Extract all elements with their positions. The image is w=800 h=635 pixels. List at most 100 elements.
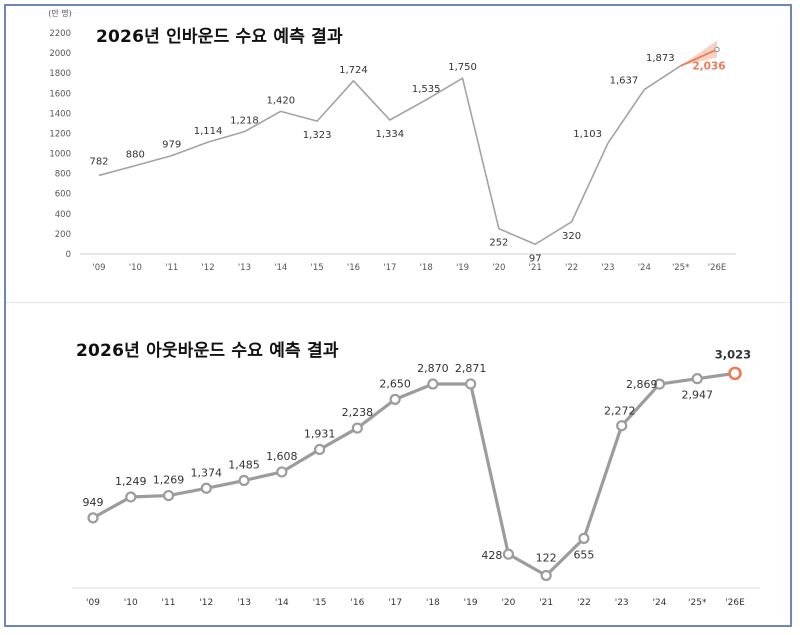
outbound-data-label: 1,269	[153, 474, 185, 487]
inbound-data-label: 2,036	[692, 60, 725, 72]
inbound-y-tick-label: 400	[55, 210, 71, 220]
inbound-x-tick-label: '14	[274, 263, 287, 273]
inbound-data-label: 1,323	[303, 130, 332, 141]
inbound-x-tick-label: '10	[129, 263, 142, 273]
outbound-x-tick-label: '11	[162, 598, 176, 608]
outbound-x-tick-label: '09	[86, 598, 100, 608]
inbound-x-tick-label: '20	[492, 263, 505, 273]
inbound-y-tick-label: 1400	[49, 109, 71, 119]
outbound-data-label: 2,947	[681, 389, 713, 402]
outbound-x-tick-label: '26E	[725, 598, 745, 608]
outbound-data-marker	[276, 466, 288, 478]
outbound-x-tick-label: '22	[577, 598, 591, 608]
outbound-data-label: 1,608	[266, 450, 298, 463]
outbound-data-marker	[200, 482, 212, 494]
outbound-data-label: 2,871	[455, 362, 487, 375]
outbound-data-label: 1,249	[115, 475, 147, 488]
inbound-y-tick-label: 2200	[49, 29, 71, 39]
inbound-y-tick-label: 2000	[49, 49, 71, 59]
inbound-data-label: 1,114	[194, 126, 223, 137]
inbound-y-tick-label: 1600	[49, 89, 71, 99]
outbound-x-tick-label: '13	[237, 598, 251, 608]
outbound-data-label: 1,374	[191, 466, 223, 479]
inbound-y-tick-label: 1800	[49, 69, 71, 79]
inbound-x-tick-label: '12	[201, 263, 214, 273]
outbound-data-label: 122	[536, 551, 557, 564]
inbound-x-tick-label: '21	[529, 263, 542, 273]
outbound-data-label: 949	[83, 496, 104, 509]
outbound-data-marker	[351, 422, 363, 434]
inbound-y-tick-label: 600	[55, 190, 71, 200]
inbound-data-label: 1,750	[448, 62, 477, 73]
inbound-y-tick-label: 1200	[49, 129, 71, 139]
inbound-x-tick-label: '24	[638, 263, 651, 273]
inbound-y-tick-label: 200	[55, 230, 71, 240]
outbound-data-label: 1,485	[228, 459, 260, 472]
inbound-data-label: 1,724	[339, 65, 368, 76]
outbound-x-tick-label: '17	[388, 598, 402, 608]
outbound-data-marker	[578, 532, 590, 544]
outbound-data-label: 2,272	[604, 405, 636, 418]
outbound-data-label: 428	[481, 549, 502, 562]
inbound-data-label: 1,873	[646, 53, 675, 64]
outbound-x-tick-label: '10	[124, 598, 138, 608]
inbound-y-tick-label: 1000	[49, 150, 71, 160]
inbound-data-label: 1,637	[610, 76, 639, 87]
outbound-data-label: 655	[573, 548, 594, 561]
inbound-x-tick-label: '16	[347, 263, 360, 273]
outbound-series-line	[92, 371, 736, 578]
outbound-data-marker	[389, 393, 401, 405]
inbound-series-line	[98, 65, 682, 246]
inbound-data-label: 320	[562, 231, 581, 242]
inbound-data-label: 1,218	[230, 116, 259, 127]
outbound-data-label: 1,931	[304, 427, 336, 440]
outbound-data-label: 2,869	[626, 378, 658, 391]
inbound-forecast-line	[680, 48, 718, 67]
outbound-x-tick-label: '15	[313, 598, 327, 608]
outbound-data-marker	[540, 569, 552, 582]
outbound-data-label: 2,870	[417, 362, 449, 375]
outbound-forecast-marker	[728, 366, 742, 381]
outbound-data-marker	[616, 420, 628, 432]
outbound-x-tick-label: '23	[615, 598, 629, 608]
outbound-data-marker	[238, 474, 250, 487]
inbound-data-label: 252	[489, 238, 508, 249]
figure-frame	[4, 4, 792, 627]
inbound-x-tick-label: '19	[456, 263, 469, 273]
outbound-data-marker	[87, 512, 99, 524]
inbound-chart-title: 2026년 인바운드 수요 예측 결과	[96, 27, 343, 47]
inbound-data-label: 1,103	[573, 129, 602, 140]
inbound-x-tick-label: '23	[601, 263, 614, 273]
panel-divider	[6, 302, 790, 303]
outbound-x-tick-label: '21	[539, 598, 553, 608]
outbound-x-tick-label: '19	[464, 598, 478, 608]
inbound-data-label: 1,535	[412, 84, 441, 95]
inbound-x-tick-label: '09	[92, 263, 105, 273]
inbound-x-tick-label: '11	[165, 263, 178, 273]
outbound-x-tick-label: '16	[350, 598, 364, 608]
inbound-data-label: 1,334	[376, 129, 405, 140]
outbound-data-marker	[502, 548, 515, 560]
inbound-data-label: 782	[89, 156, 108, 167]
inbound-x-tick-label: '22	[565, 263, 578, 273]
outbound-line-chart: '09 '10 '11 '12 '13 '14 '15 '16 '17 '18 '19 '20 '21 '…	[72, 347, 760, 608]
outbound-data-marker	[427, 378, 439, 390]
outbound-data-marker	[653, 378, 666, 390]
inbound-y-unit: (만 명)	[48, 8, 72, 18]
outbound-data-label: 2,238	[342, 406, 374, 419]
outbound-chart-title: 2026년 아웃바운드 수요 예측 결과	[76, 341, 339, 361]
outbound-x-tick-label: '20	[501, 598, 515, 608]
inbound-line-chart: 0 200 400 600 800 1000 1200 1400 1600 1800 2000 220…	[48, 8, 736, 273]
outbound-data-label: 3,023	[715, 347, 751, 361]
outbound-data-marker	[313, 443, 326, 456]
inbound-x-tick-label: '26E	[708, 263, 727, 273]
inbound-x-tick-label: '25*	[672, 263, 689, 273]
outbound-x-tick-label: '14	[275, 598, 289, 608]
inbound-y-tick-label: 0	[66, 250, 71, 260]
inbound-x-tick-label: '18	[420, 263, 433, 273]
outbound-data-marker	[125, 491, 137, 503]
outbound-x-tick-label: '18	[426, 598, 440, 608]
inbound-x-tick-label: '13	[238, 263, 251, 273]
inbound-x-tick-label: '15	[311, 263, 324, 273]
outbound-x-tick-label: '25*	[688, 598, 707, 608]
